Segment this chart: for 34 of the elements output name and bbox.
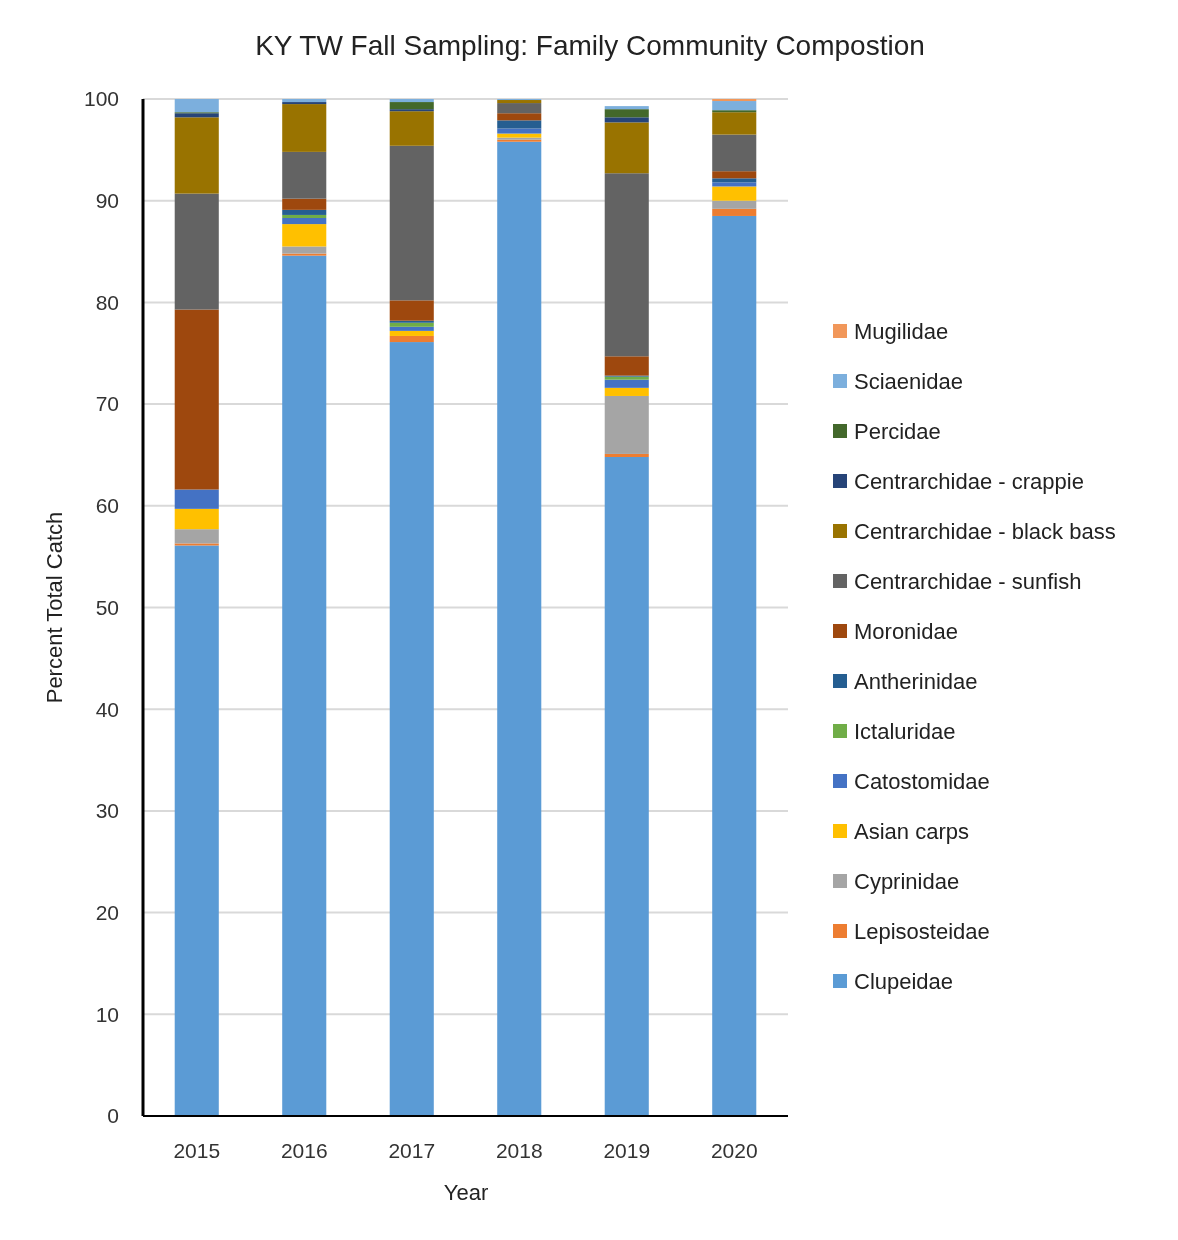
y-axis-title: Percent Total Catch	[42, 511, 67, 704]
legend-label: Asian carps	[854, 818, 969, 844]
y-tick-label: 0	[107, 1104, 119, 1128]
legend-label: Clupeidae	[854, 968, 954, 994]
y-tick-label: 30	[95, 799, 119, 823]
y-tick-label: 90	[95, 189, 119, 213]
y-tick-label: 100	[83, 87, 119, 111]
legend-label: Cyprinidae	[854, 868, 960, 894]
legend-label: Centrarchidae - sunfish	[854, 568, 1082, 594]
legend-label: Sciaenidae	[854, 368, 963, 394]
y-tick-label: 50	[95, 595, 119, 619]
legend-label: Moronidae	[854, 618, 958, 644]
x-tick-label: 2019	[603, 1139, 651, 1162]
legend-label: Antherinidae	[854, 668, 978, 694]
legend-label: Catostomidae	[854, 768, 990, 794]
y-tick-label: 40	[95, 697, 119, 721]
y-tick-label: 60	[95, 494, 119, 518]
y-tick-label: 20	[95, 900, 119, 924]
legend-label: Centrarchidae - crappie	[854, 468, 1084, 494]
x-tick-label: 2015	[173, 1139, 221, 1162]
y-tick-label: 80	[95, 290, 119, 314]
x-tick-label: 2018	[495, 1139, 543, 1162]
x-tick-label: 2017	[388, 1139, 436, 1162]
y-tick-label: 70	[95, 392, 119, 416]
x-tick-label: 2016	[280, 1139, 328, 1162]
x-axis-title: Year	[443, 1180, 489, 1205]
legend-label: Mugilidae	[854, 318, 949, 344]
y-tick-label: 10	[95, 1002, 119, 1026]
legend-label: Centrarchidae - black bass	[854, 518, 1116, 544]
chart-title: KY TW Fall Sampling: Family Community Compostion	[255, 30, 925, 61]
legend-label: Lepisosteidae	[854, 918, 990, 944]
legend-label: Ictaluridae	[854, 718, 956, 744]
legend-label: Percidae	[854, 418, 941, 444]
x-tick-label: 2020	[710, 1139, 758, 1162]
